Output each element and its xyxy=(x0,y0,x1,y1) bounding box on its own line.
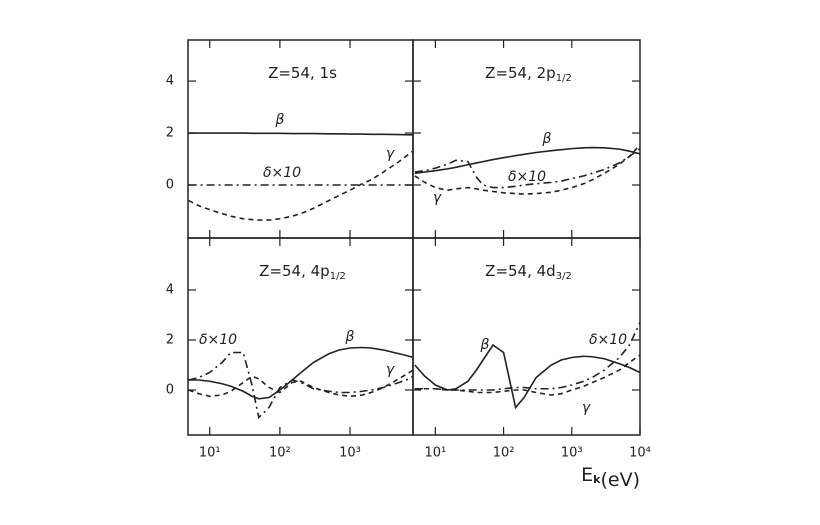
y-tick-label: 4 xyxy=(166,283,174,298)
x-tick-label: 10² xyxy=(269,446,291,461)
series-line xyxy=(414,144,640,195)
panel: Z=54, 2p1/2 β δ×10 γ xyxy=(412,39,641,239)
series-label: γ xyxy=(386,146,395,162)
series-line xyxy=(188,346,413,400)
panel: 10¹ 10² 10³ 10⁴ Z=54, 4d3/2 β δ×10 γ Ek(eV) xyxy=(412,237,651,491)
series-line xyxy=(188,351,413,420)
series-line xyxy=(414,147,640,189)
panel-title-main: Z=54, 4d xyxy=(485,262,556,280)
panel-title-main: Z=54, 4p xyxy=(259,262,330,280)
panel-title-sub: 3/2 xyxy=(556,271,572,282)
plot-area xyxy=(414,322,640,410)
x-tick-label: 10² xyxy=(493,446,515,461)
x-axis-label: Ek(eV) xyxy=(581,464,640,491)
panel-title: Z=54, 1s xyxy=(268,64,337,82)
series-line xyxy=(188,369,413,398)
panel-title-sub: 1/2 xyxy=(556,73,572,84)
series-line xyxy=(188,150,413,221)
y-tick-label: 2 xyxy=(166,333,174,348)
series-label: δ×10 xyxy=(589,332,627,348)
x-tick-label: 10³ xyxy=(561,446,583,461)
series-label: δ×10 xyxy=(263,165,301,181)
x-axis-label-unit: (eV) xyxy=(600,469,640,491)
series-line xyxy=(188,132,413,136)
panel-title: Z=54, 4d3/2 xyxy=(485,262,572,283)
x-tick-label: 10³ xyxy=(339,446,361,461)
series-label: γ xyxy=(386,362,395,378)
series-line xyxy=(414,343,640,410)
panel: 0 2 4 10¹ 10² 10³ Z=54, 4p1/2 δ×10 β γ xyxy=(166,237,414,461)
series-line xyxy=(414,146,640,175)
y-tick-label: 0 xyxy=(166,177,174,192)
series-line xyxy=(414,354,640,396)
panel-title-main: Z=54, 2p xyxy=(485,64,556,82)
panel-title-main: Z=54, 1s xyxy=(268,64,337,82)
y-tick-label: 2 xyxy=(166,126,174,141)
y-tick-label: 0 xyxy=(166,383,174,398)
panel-title-sub: 1/2 xyxy=(330,271,346,282)
plot-area xyxy=(188,346,413,420)
series-label: β xyxy=(345,329,355,345)
x-axis-label-main: E xyxy=(581,464,593,486)
x-tick-label: 10¹ xyxy=(424,446,446,461)
series-label: δ×10 xyxy=(508,169,546,185)
panel: 0 2 4 Z=54, 1s β γ δ×10 xyxy=(166,39,414,239)
panel-title: Z=54, 4p1/2 xyxy=(259,262,346,283)
series-label: δ×10 xyxy=(199,332,237,348)
plot-area xyxy=(188,132,413,221)
panel-title: Z=54, 2p1/2 xyxy=(485,64,572,85)
x-axis-label-sub: k xyxy=(593,473,601,486)
series-label: β xyxy=(275,112,285,128)
series-label: β xyxy=(480,337,490,353)
x-tick-label: 10¹ xyxy=(199,446,221,461)
series-label: β xyxy=(542,131,552,147)
y-tick-label: 4 xyxy=(166,74,174,89)
panel-frame xyxy=(412,237,641,436)
series-label: γ xyxy=(433,190,442,206)
x-tick-label: 10⁴ xyxy=(629,446,651,461)
plot-area xyxy=(414,144,640,195)
series-label: γ xyxy=(582,400,591,416)
